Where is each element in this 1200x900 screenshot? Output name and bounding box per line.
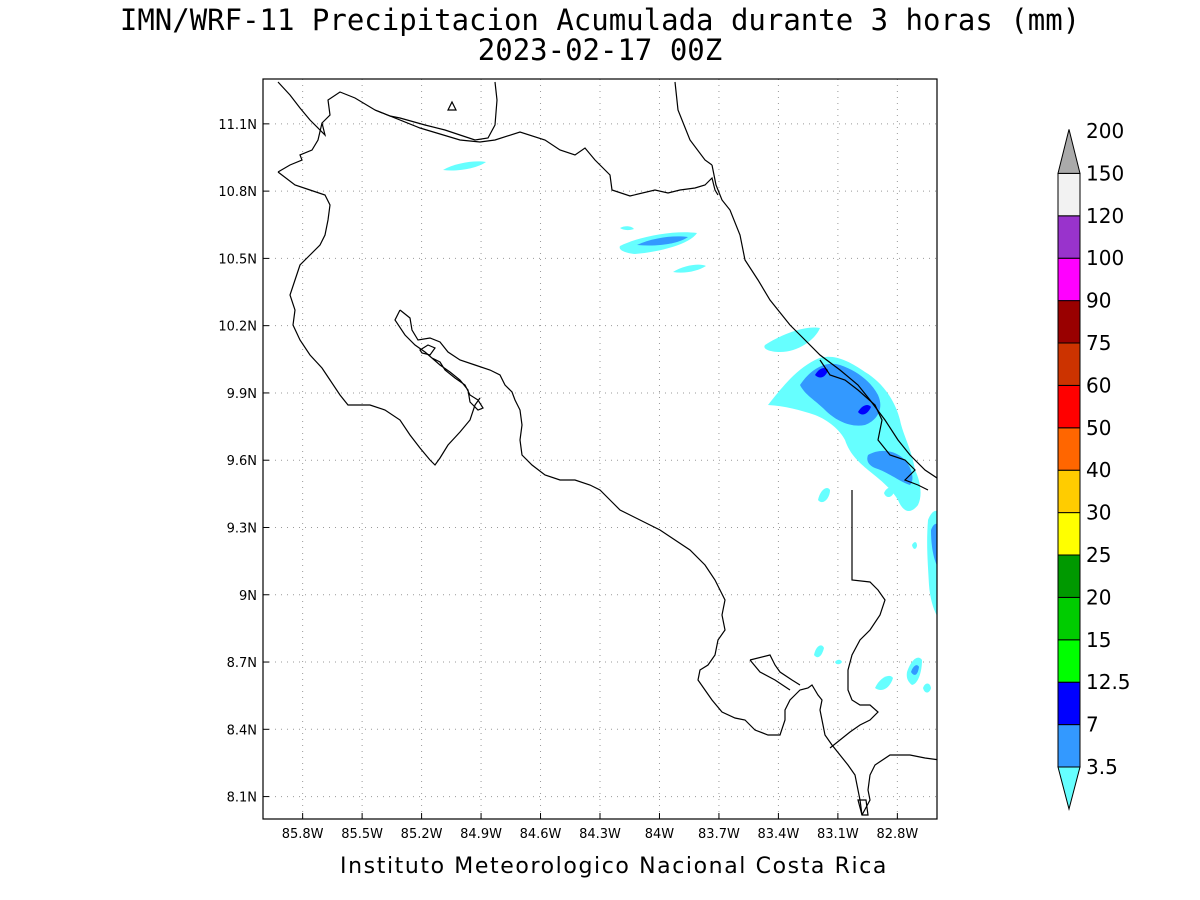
precip-area <box>858 404 871 415</box>
island-south <box>857 799 869 816</box>
burica-coast <box>861 754 937 816</box>
precip-area <box>818 488 830 503</box>
lon-tick-label: 84.9W <box>460 827 502 842</box>
precip-area <box>620 226 634 231</box>
lat-tick-label: 9N <box>239 589 257 604</box>
colorbar-segment <box>1057 172 1081 217</box>
precip-area <box>764 327 820 352</box>
nicaragua-coast <box>277 81 498 141</box>
panama-border-north <box>819 359 929 491</box>
coastline <box>277 81 937 816</box>
map-grid <box>263 79 937 819</box>
colorbar-label: 60 <box>1086 373 1111 397</box>
nicoya-inner <box>394 309 484 411</box>
northern-border <box>374 109 719 197</box>
precip-area <box>835 659 842 665</box>
precip-area <box>673 264 706 273</box>
precip-area <box>800 363 881 426</box>
panama-border-south <box>829 490 886 749</box>
lon-tick-label: 84.6W <box>520 827 562 842</box>
colorbar-label: 75 <box>1086 331 1111 355</box>
colorbar-label: 25 <box>1086 543 1111 567</box>
precipitation-shading <box>443 161 937 693</box>
precip-area <box>931 523 937 566</box>
lat-tick-label: 8.4N <box>227 723 257 738</box>
colorbar-segment <box>1057 554 1081 598</box>
colorbar-legend: 3.5 7 12.5 15 20 25 30 40 50 60 75 90 100 120 150 200 <box>1057 119 1131 811</box>
pacific-coast-north <box>277 171 481 466</box>
precip-area <box>637 236 688 246</box>
map-frame <box>262 78 938 820</box>
colorbar-label: 50 <box>1086 416 1111 440</box>
lat-tick-label: 9.9N <box>227 387 257 402</box>
colorbar-label: 3.5 <box>1086 755 1118 779</box>
colorbar-label: 120 <box>1086 204 1124 228</box>
colorbar-segment <box>1057 257 1081 302</box>
colorbar-segment <box>1057 724 1081 768</box>
san-juan-river <box>674 81 713 166</box>
lon-tick-label: 83.1W <box>817 827 859 842</box>
colorbar-label: 100 <box>1086 246 1124 270</box>
precip-area <box>911 665 919 675</box>
precip-area <box>923 683 931 693</box>
la-cruz-border <box>277 122 323 173</box>
lon-tick-label: 85.2W <box>401 827 443 842</box>
colorbar-label: 150 <box>1086 161 1124 185</box>
lat-tick-label: 9.3N <box>227 521 257 536</box>
chira-island <box>419 344 436 356</box>
institution-credit: Instituto Meteorologico Nacional Costa R… <box>340 854 888 879</box>
lon-tick-label: 85.5W <box>341 827 383 842</box>
lon-tick-label: 84W <box>645 827 675 842</box>
caribbean-coast <box>711 164 937 479</box>
colorbar-label: 20 <box>1086 585 1111 609</box>
colorbar-segment <box>1057 596 1081 641</box>
precip-area <box>884 487 894 498</box>
colorbar-label: 30 <box>1086 501 1111 525</box>
axis-ticks: 85.8W 85.5W 85.2W 84.9W 84.6W 84.3W 84W 83.7W 83… <box>218 118 918 842</box>
osa-peninsula <box>749 654 801 686</box>
golfo-dulce <box>749 659 791 691</box>
precip-area <box>875 675 893 690</box>
precip-area <box>912 542 917 549</box>
colorbar-label: 15 <box>1086 628 1111 652</box>
colorbar-segment <box>1057 681 1081 726</box>
lat-tick-label: 10.2N <box>218 320 257 335</box>
lon-tick-label: 84.3W <box>579 827 621 842</box>
colorbar-segment <box>1057 639 1081 683</box>
colorbar-segment <box>1057 427 1081 471</box>
chart-title: IMN/WRF-11 Precipitacion Acumulada duran… <box>119 3 1081 37</box>
colorbar-label: 7 <box>1086 713 1099 737</box>
colorbar-label: 12.5 <box>1086 670 1131 694</box>
colorbar-label: 40 <box>1086 458 1111 482</box>
precip-area <box>443 161 486 171</box>
colorbar-segment <box>1057 300 1081 344</box>
chart-date: 2023-02-17 00Z <box>477 33 723 67</box>
lon-tick-label: 83.7W <box>698 827 740 842</box>
lon-tick-label: 83.4W <box>758 827 800 842</box>
precip-area <box>768 356 921 512</box>
nicoya-gulf <box>399 309 863 816</box>
colorbar-segment <box>1057 342 1081 386</box>
lat-tick-label: 11.1N <box>218 118 257 133</box>
colorbar-segment <box>1057 215 1081 259</box>
colorbar-segment <box>1057 129 1081 174</box>
lat-tick-label: 8.1N <box>227 791 257 806</box>
lat-tick-label: 10.8N <box>218 185 257 200</box>
lat-tick-label: 9.6N <box>227 454 257 469</box>
colorbar-segment <box>1057 469 1081 514</box>
colorbar-label: 90 <box>1086 289 1111 313</box>
lon-tick-label: 85.8W <box>282 827 324 842</box>
colorbar-label: 200 <box>1086 119 1124 143</box>
colorbar-segment <box>1057 384 1081 429</box>
colorbar-segment <box>1057 512 1081 556</box>
lat-tick-label: 8.7N <box>227 656 257 671</box>
lat-tick-label: 10.5N <box>218 252 257 267</box>
precip-area <box>815 367 828 378</box>
precip-area <box>867 450 913 485</box>
colorbar-segment <box>1057 766 1081 811</box>
lon-tick-label: 82.8W <box>876 827 918 842</box>
precip-area <box>814 645 824 658</box>
islet <box>447 100 457 111</box>
